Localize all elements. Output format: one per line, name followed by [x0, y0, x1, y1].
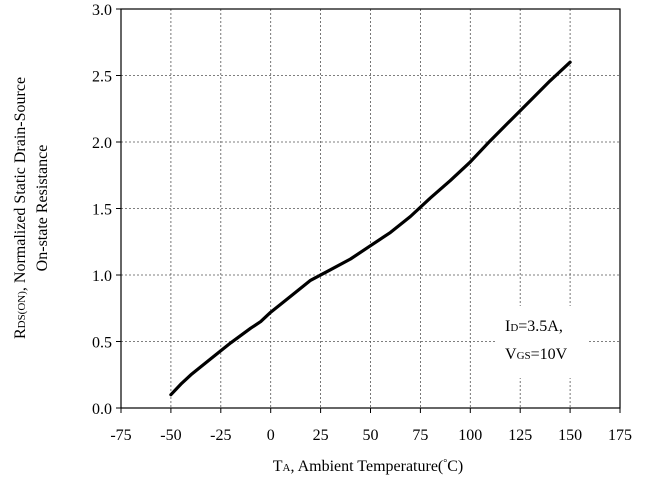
- series-line: [169, 60, 572, 397]
- y-axis-title-rest: , Normalized Static Drain-Source: [12, 77, 29, 291]
- annotation-line1: ID=3.5A,: [505, 318, 563, 335]
- annotation-vgs-sub: GS: [517, 350, 531, 362]
- x-axis-title-degree: °: [443, 458, 447, 469]
- x-tick-label: 150: [558, 427, 582, 444]
- y-tick-labels: 0.0 0.5 1.0 1.5 2.0 2.5 3.0: [92, 2, 112, 418]
- condition-annotation: ID=3.5A, VGS=10V: [496, 306, 588, 378]
- x-tick-label: 100: [458, 427, 482, 444]
- y-tick-label: 0.5: [92, 335, 112, 352]
- y-tick-label: 0.0: [92, 401, 112, 418]
- x-tick-label: 125: [508, 427, 532, 444]
- annotation-line2: VGS=10V: [505, 346, 568, 363]
- axis-ticks: [116, 8, 621, 413]
- annotation-id-rest: =3.5A,: [518, 318, 563, 335]
- y-tick-label: 1.5: [92, 202, 112, 219]
- y-tick-label: 3.0: [92, 2, 112, 19]
- x-tick-label: -75: [110, 427, 131, 444]
- y-axis-title-sub: DS(ON): [16, 291, 28, 329]
- annotation-id-main: I: [505, 318, 510, 335]
- y-axis-title-main: R: [12, 328, 29, 339]
- annotation-vgs-main: V: [505, 346, 517, 363]
- y-tick-label: 1.0: [92, 268, 112, 285]
- x-tick-label: 175: [608, 427, 632, 444]
- x-axis-title: TA, Ambient Temperature(°C): [273, 458, 464, 475]
- x-tick-label: 25: [313, 427, 329, 444]
- x-tick-label: 50: [363, 427, 379, 444]
- x-axis-title-unit: C): [447, 458, 463, 475]
- x-axis-title-main: T: [273, 458, 283, 475]
- x-tick-label: 0: [267, 427, 275, 444]
- y-axis-title-line2: On-state Resistance: [34, 145, 51, 272]
- x-axis-title-rest: , Ambient Temperature(: [290, 458, 443, 475]
- x-tick-label: -25: [210, 427, 231, 444]
- y-tick-label: 2.5: [92, 69, 112, 86]
- annotation-box: [496, 306, 588, 378]
- annotation-vgs-rest: =10V: [531, 346, 568, 363]
- x-tick-labels: -75 -50 -25 0 25 50 75 100 125 150 175: [110, 427, 632, 444]
- annotation-id-sub: D: [510, 322, 518, 334]
- x-tick-label: -50: [160, 427, 181, 444]
- x-tick-label: 75: [412, 427, 428, 444]
- x-axis-title-sub: A: [283, 462, 291, 474]
- y-tick-label: 2.0: [92, 135, 112, 152]
- y-axis-title-line1: RDS(ON), Normalized Static Drain-Source: [12, 77, 29, 339]
